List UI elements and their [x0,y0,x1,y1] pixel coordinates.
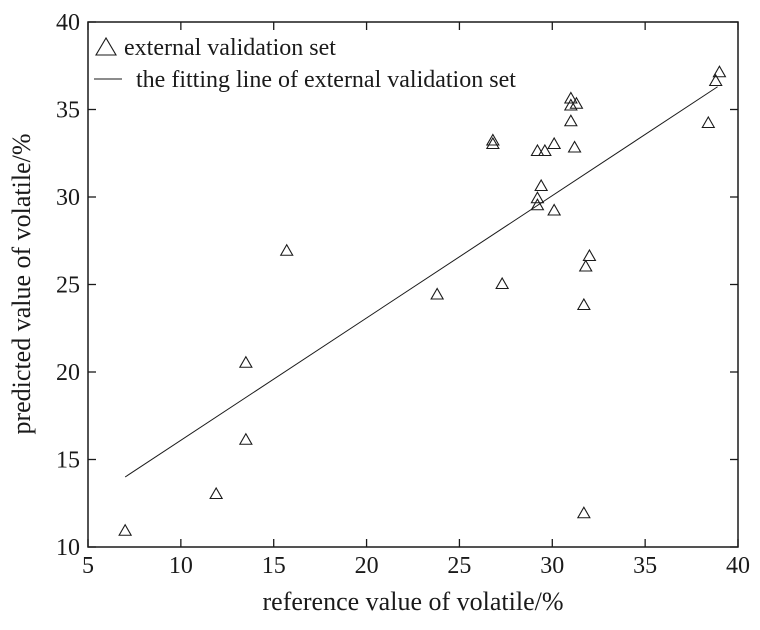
data-point-20 [567,140,582,153]
data-point-6 [485,133,500,146]
fitting-line [124,86,718,478]
x-tick-label-20: 20 [355,553,379,579]
y-tick-label-30: 30 [56,185,80,211]
data-point-22 [582,248,597,262]
data-point-16 [563,91,578,104]
data-point-10 [537,143,552,157]
data-point-24 [576,506,591,519]
data-point-3 [238,432,253,445]
y-tick-label-20: 20 [56,360,80,386]
x-tick-label-5: 5 [82,553,94,579]
x-tick-label-40: 40 [726,553,750,579]
x-tick-label-15: 15 [262,553,286,579]
data-point-4 [279,243,294,256]
legend: external validation set the fitting line… [94,35,516,93]
data-point-8 [495,276,510,290]
data-point-27 [712,65,727,78]
data-point-7 [485,136,500,150]
x-tick-label-10: 10 [169,553,193,579]
data-point-18 [569,96,584,109]
data-point-12 [530,198,545,211]
data-point-15 [547,203,562,216]
plot-frame [87,21,739,548]
data-point-1 [209,486,224,500]
data-point-26 [708,73,723,87]
data-point-5 [430,287,445,300]
fit-line-layer [124,86,718,478]
legend-label-markers: external validation set [124,35,336,61]
x-tick-label-35: 35 [633,553,657,579]
data-point-11 [530,191,545,204]
x-axis-label: reference value of volatile/% [263,587,564,616]
data-point-19 [563,114,578,127]
data-point-17 [563,98,578,111]
data-point-21 [578,259,593,272]
y-tick-label-25: 25 [56,273,80,299]
y-tick-label-10: 10 [56,535,80,561]
data-point-9 [530,143,545,157]
data-point-2 [238,355,253,368]
y-tick-label-15: 15 [56,448,80,474]
legend-triangle-marker [95,36,117,56]
markers-layer [118,65,727,536]
legend-label-fit-line: the fitting line of external validation … [136,67,516,93]
x-tick-label-25: 25 [447,553,471,579]
x-tick-label-30: 30 [540,553,564,579]
data-point-25 [701,115,716,129]
data-point-14 [547,136,562,150]
y-axis-label: predicted value of volatile/% [7,133,36,434]
y-tick-label-35: 35 [56,98,80,124]
data-point-13 [534,178,549,192]
data-point-0 [118,523,133,536]
data-point-23 [576,297,591,311]
y-tick-label-40: 40 [56,10,80,36]
